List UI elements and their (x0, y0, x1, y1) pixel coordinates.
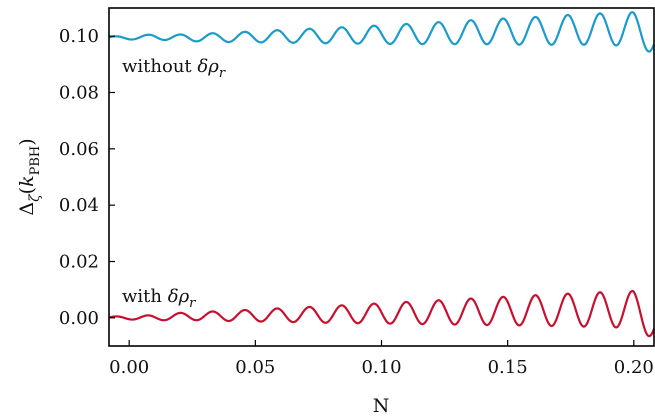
series-line-without (108, 11, 655, 53)
x-tick-label: 0.10 (361, 357, 401, 378)
y-tick-label: 0.10 (59, 26, 99, 47)
series-label-with: with δρr (122, 286, 196, 311)
x-tick-label: 0.05 (235, 357, 275, 378)
y-axis: 0.00 0.02 0.04 0.06 0.08 0.10 (59, 26, 115, 329)
y-tick-label: 0.06 (59, 139, 99, 160)
x-axis-label: N (373, 395, 390, 417)
series-line-with (108, 289, 655, 338)
y-tick-label: 0.02 (59, 252, 99, 273)
plot-lines (108, 11, 655, 338)
series-label-without: without δρr (122, 56, 226, 81)
y-tick-label: 0.08 (59, 83, 99, 104)
x-tick-label: 0.15 (488, 357, 528, 378)
y-tick-label: 0.04 (59, 195, 99, 216)
y-tick-label: 0.00 (59, 308, 99, 329)
y-axis-label: Δζ(kPBH) (16, 138, 43, 215)
x-tick-label: 0.20 (614, 357, 654, 378)
x-tick-label: 0.00 (109, 357, 149, 378)
x-axis: 0.00 0.05 0.10 0.15 0.20 (109, 340, 654, 378)
